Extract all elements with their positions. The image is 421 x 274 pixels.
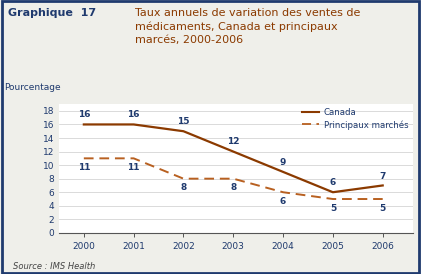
Text: 5: 5 bbox=[330, 204, 336, 213]
Text: 5: 5 bbox=[380, 204, 386, 213]
Text: 16: 16 bbox=[128, 110, 140, 119]
Text: 12: 12 bbox=[227, 137, 240, 146]
Text: 9: 9 bbox=[280, 158, 286, 167]
Text: 11: 11 bbox=[128, 163, 140, 172]
Text: Graphique  17: Graphique 17 bbox=[8, 8, 96, 18]
Text: 16: 16 bbox=[77, 110, 90, 119]
Text: 7: 7 bbox=[379, 172, 386, 181]
Text: Source : IMS Health: Source : IMS Health bbox=[13, 262, 95, 271]
Text: 15: 15 bbox=[177, 117, 190, 126]
Text: 11: 11 bbox=[77, 163, 90, 172]
Text: Taux annuels de variation des ventes de
médicaments, Canada et principaux
marcés: Taux annuels de variation des ventes de … bbox=[135, 8, 360, 45]
Text: 8: 8 bbox=[230, 183, 237, 192]
Text: 6: 6 bbox=[330, 178, 336, 187]
Text: 8: 8 bbox=[180, 183, 187, 192]
Text: 6: 6 bbox=[280, 197, 286, 206]
Legend: Canada, Principaux marchés: Canada, Principaux marchés bbox=[302, 109, 408, 130]
Text: Pourcentage: Pourcentage bbox=[4, 83, 61, 92]
